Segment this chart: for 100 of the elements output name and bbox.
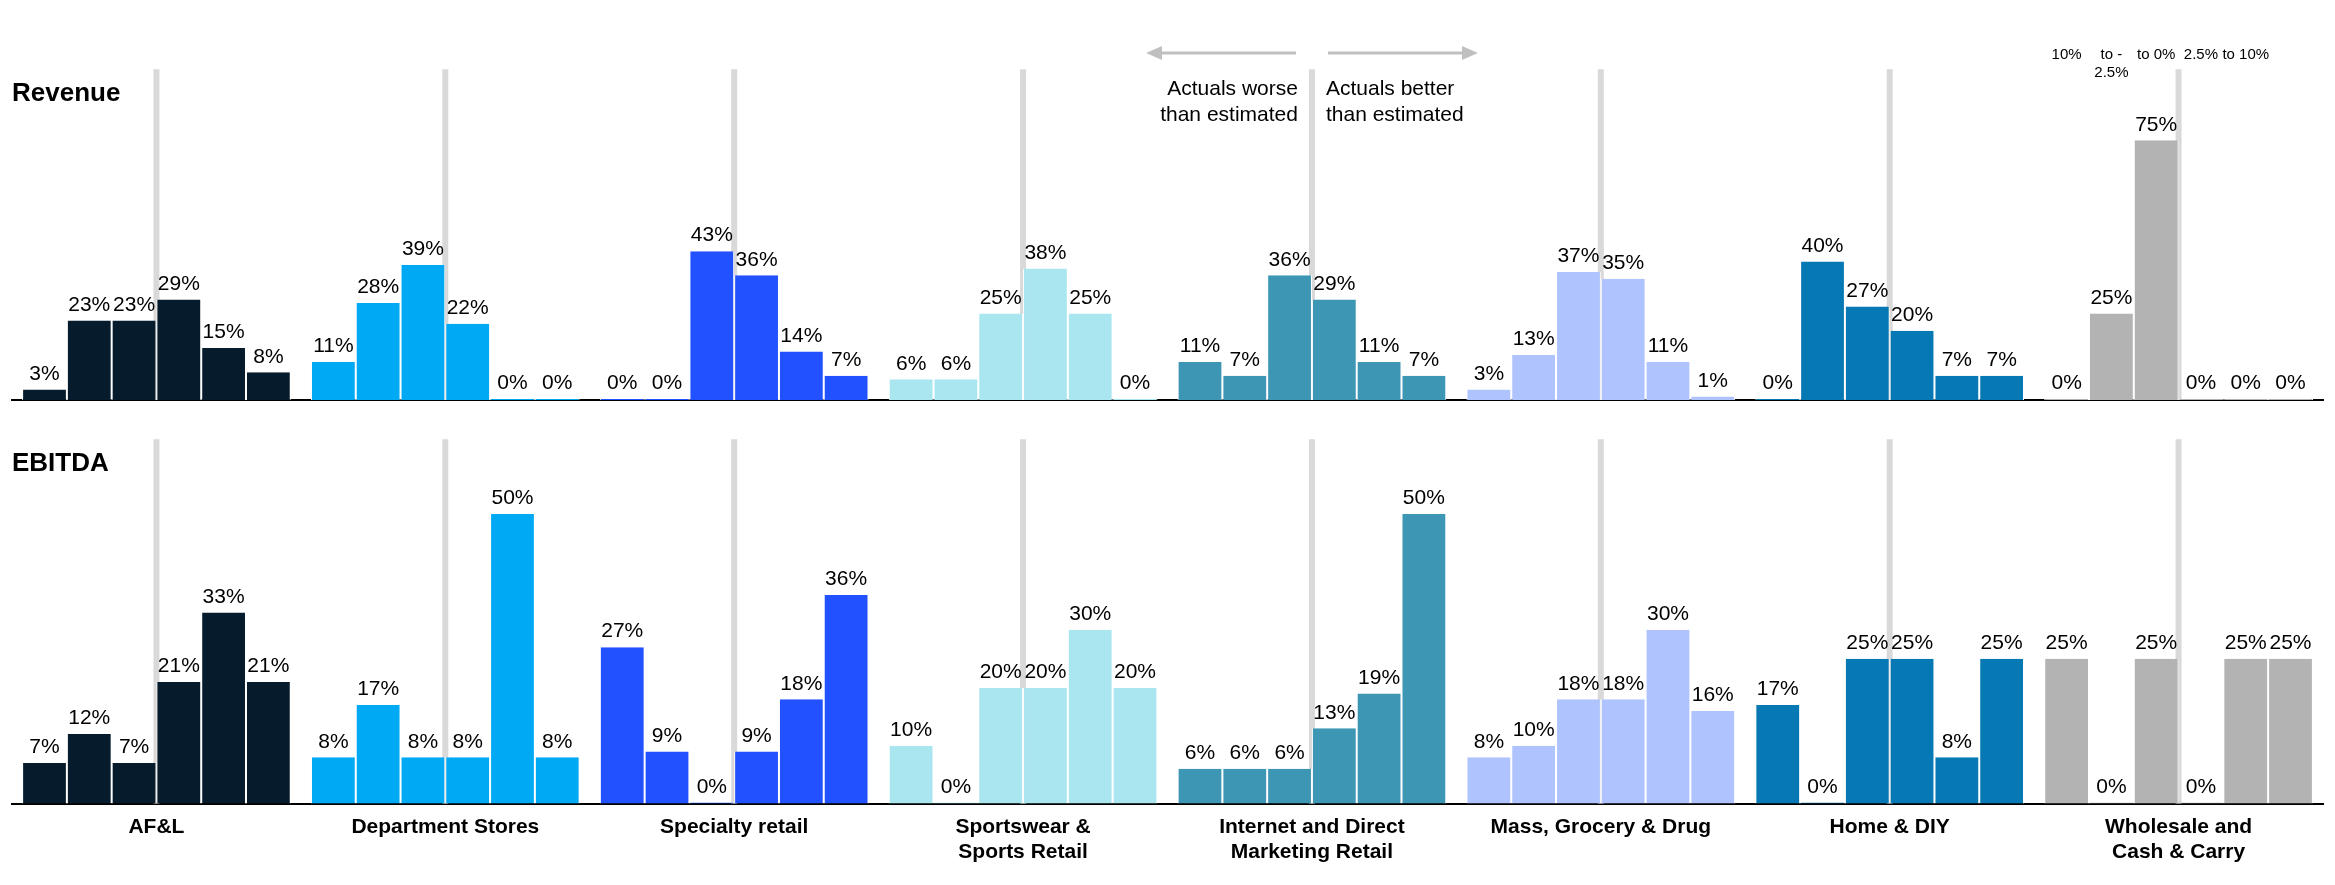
data-label: 25%: [2224, 630, 2267, 654]
data-label: 0%: [542, 370, 573, 394]
x-tick-label: Mass, Grocery & Drug: [1490, 814, 1712, 837]
data-label: 29%: [157, 270, 200, 294]
text: 10%: [2051, 44, 2082, 62]
data-label: 7%: [29, 734, 60, 758]
data-label: 27%: [601, 618, 644, 642]
chart-title: EBITDA: [12, 446, 109, 477]
data-label: 38%: [1024, 239, 1067, 263]
data-label: 1%: [1697, 367, 1728, 391]
data-label: 11%: [1647, 333, 1689, 357]
data-label: 3%: [1473, 360, 1505, 384]
data-label: 20%: [1891, 302, 1934, 326]
x-tick-label: Department Stores: [351, 814, 540, 837]
data-label: 0%: [2185, 370, 2217, 394]
text: Actuals better than estimated: [1325, 76, 1464, 126]
data-label: 25%: [2269, 630, 2312, 654]
data-label: 0%: [2051, 370, 2082, 394]
data-label: 25%: [2135, 630, 2178, 654]
data-label: 25%: [1846, 630, 1889, 654]
data-label: 23%: [68, 291, 111, 315]
data-label: 22%: [446, 295, 489, 319]
data-label: 6%: [1229, 740, 1260, 764]
data-label: 0%: [696, 773, 727, 797]
data-label: 8%: [407, 728, 439, 752]
data-label: 75%: [2135, 111, 2178, 135]
data-label: 0%: [2275, 370, 2306, 394]
data-label: 15%: [202, 319, 245, 343]
data-label: 0%: [1119, 370, 1151, 394]
data-label: 8%: [452, 728, 483, 752]
data-label: 39%: [401, 236, 444, 260]
text: 2.5%: [2183, 44, 2219, 62]
data-label: 13%: [1512, 326, 1555, 350]
data-label: 3%: [29, 360, 60, 384]
x-tick-label: Internet and Direct Marketing Retail: [1219, 814, 1405, 863]
data-label: 11%: [1358, 333, 1400, 357]
data-label: 25%: [1891, 630, 1934, 654]
x-tick-label: Wholesale and Cash & Carry: [2105, 814, 2253, 863]
data-label: 36%: [825, 566, 868, 590]
data-label: 10%: [1512, 716, 1555, 740]
data-label: 0%: [2185, 773, 2217, 797]
data-label: 9%: [741, 722, 772, 746]
x-tick-label: Sportswear & Sports Retail: [955, 814, 1091, 863]
data-label: 36%: [1268, 246, 1311, 270]
data-label: 7%: [118, 734, 150, 758]
data-label: 25%: [2045, 630, 2088, 654]
data-label: 25%: [979, 284, 1022, 308]
data-label: 18%: [1557, 670, 1600, 694]
data-label: 30%: [1069, 601, 1112, 625]
data-label: 11%: [1179, 333, 1221, 357]
data-label: 37%: [1557, 243, 1600, 267]
chart-title: Revenue: [12, 76, 121, 107]
data-label: 6%: [1184, 740, 1216, 764]
data-label: 35%: [1602, 250, 1645, 274]
data-label: 0%: [651, 370, 683, 394]
x-tick-label: Specialty retail: [660, 814, 809, 837]
text: to 0%: [2137, 44, 2176, 62]
data-label: 10%: [890, 716, 933, 740]
data-label: 33%: [202, 583, 245, 607]
data-label: 21%: [157, 653, 200, 677]
data-label: 6%: [1274, 740, 1305, 764]
data-label: 0%: [2230, 370, 2261, 394]
data-label: 11%: [313, 333, 354, 357]
data-label: 25%: [1069, 284, 1112, 308]
data-label: 6%: [940, 350, 972, 374]
data-label: 27%: [1846, 277, 1889, 301]
data-label: 8%: [542, 728, 573, 752]
text: Actuals worse than estimated: [1160, 76, 1298, 126]
x-tick-label: Home & DIY: [1829, 814, 1950, 837]
data-label: 18%: [1602, 670, 1645, 694]
data-label: 0%: [2096, 773, 2127, 797]
data-label: 7%: [830, 347, 862, 371]
data-label: 8%: [318, 728, 349, 752]
data-label: 0%: [1762, 370, 1793, 394]
data-label: 8%: [1941, 728, 1973, 752]
data-label: 20%: [1024, 659, 1067, 683]
data-label: 30%: [1646, 601, 1689, 625]
data-label: 17%: [1756, 676, 1799, 700]
data-label: 8%: [253, 343, 284, 367]
data-label: 12%: [68, 705, 111, 729]
text: to - 2.5%: [2094, 44, 2129, 80]
data-label: 50%: [1402, 485, 1445, 509]
data-label: 21%: [247, 653, 290, 677]
data-label: 25%: [2090, 284, 2133, 308]
data-label: 18%: [780, 670, 823, 694]
data-label: 40%: [1801, 232, 1844, 256]
data-label: 16%: [1691, 682, 1734, 706]
data-label: 7%: [1986, 347, 2017, 371]
data-label: 43%: [690, 222, 733, 246]
data-label: 0%: [497, 370, 528, 394]
data-label: 20%: [979, 659, 1022, 683]
data-label: 29%: [1313, 270, 1356, 294]
data-label: 7%: [1941, 347, 1973, 371]
data-label: 0%: [607, 370, 638, 394]
data-label: 0%: [1807, 773, 1838, 797]
data-label: 6%: [895, 350, 927, 374]
data-label: 20%: [1113, 659, 1157, 683]
data-label: 17%: [357, 676, 400, 700]
data-label: 9%: [651, 722, 683, 746]
data-label: 0%: [940, 773, 972, 797]
